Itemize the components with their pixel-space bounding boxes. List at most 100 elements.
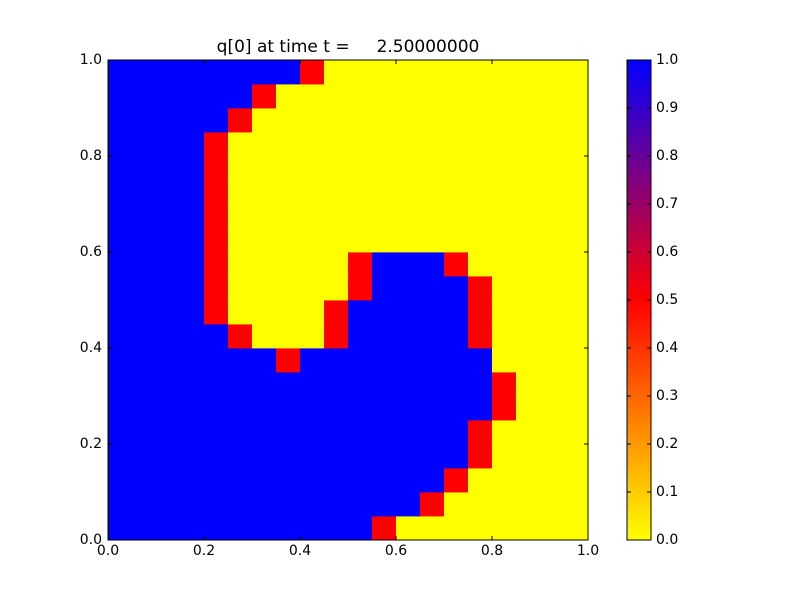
- cell: [132, 180, 157, 205]
- cell: [516, 252, 541, 277]
- cell: [324, 468, 349, 493]
- colorbar-tick-label: 0.6: [656, 244, 678, 260]
- cell: [348, 468, 373, 493]
- cell: [156, 444, 181, 469]
- cell: [444, 324, 469, 349]
- cell: [348, 444, 373, 469]
- cell: [276, 276, 301, 301]
- cell: [300, 516, 325, 541]
- cell: [396, 156, 421, 181]
- cell: [228, 420, 253, 445]
- cell: [564, 252, 589, 277]
- cell: [300, 348, 325, 373]
- cell: [324, 420, 349, 445]
- cell: [516, 396, 541, 421]
- colorbar-tick-label: 0.0: [656, 532, 678, 548]
- cell: [564, 108, 589, 133]
- chart-title: q[0] at time t = 2.50000000: [217, 37, 480, 57]
- cell: [276, 180, 301, 205]
- cell: [468, 468, 493, 493]
- cell: [444, 276, 469, 301]
- cell: [348, 108, 373, 133]
- cell: [276, 132, 301, 157]
- cell: [228, 180, 253, 205]
- cell: [228, 492, 253, 517]
- cell: [468, 492, 493, 517]
- cell: [180, 348, 205, 373]
- cell: [516, 444, 541, 469]
- cell: [324, 372, 349, 397]
- cell: [156, 420, 181, 445]
- cell: [396, 204, 421, 229]
- cell: [252, 300, 277, 325]
- cell: [324, 252, 349, 277]
- cell: [180, 156, 205, 181]
- cell: [228, 108, 253, 133]
- cell: [564, 204, 589, 229]
- cell: [324, 84, 349, 109]
- cell: [228, 132, 253, 157]
- cell: [468, 324, 493, 349]
- cell: [204, 348, 229, 373]
- x-tick-label: 0.0: [97, 543, 119, 559]
- cell: [540, 180, 565, 205]
- cell: [396, 84, 421, 109]
- cell: [516, 108, 541, 133]
- cell: [372, 348, 397, 373]
- cell: [444, 180, 469, 205]
- cell: [396, 468, 421, 493]
- cell: [540, 204, 565, 229]
- cell: [468, 300, 493, 325]
- cell: [228, 444, 253, 469]
- cell: [420, 108, 445, 133]
- cell: [276, 228, 301, 253]
- cell: [252, 444, 277, 469]
- cell: [372, 60, 397, 85]
- cell: [372, 492, 397, 517]
- cell: [468, 156, 493, 181]
- cell: [228, 228, 253, 253]
- cell: [396, 252, 421, 277]
- cell: [492, 372, 517, 397]
- cell: [204, 468, 229, 493]
- cell: [324, 108, 349, 133]
- cell: [564, 228, 589, 253]
- cell: [324, 228, 349, 253]
- cell: [108, 108, 133, 133]
- cell: [564, 516, 589, 541]
- cell: [372, 204, 397, 229]
- y-tick-label: 0.0: [80, 532, 102, 548]
- cell: [420, 324, 445, 349]
- cell: [516, 156, 541, 181]
- cell: [228, 204, 253, 229]
- cell: [396, 396, 421, 421]
- cell: [180, 228, 205, 253]
- cell: [204, 492, 229, 517]
- cell: [252, 324, 277, 349]
- cell: [156, 60, 181, 85]
- cell: [516, 60, 541, 85]
- cell: [540, 276, 565, 301]
- colorbar-tick-label: 0.3: [656, 388, 678, 404]
- cell: [372, 396, 397, 421]
- cell: [180, 60, 205, 85]
- cell: [228, 396, 253, 421]
- cell: [516, 372, 541, 397]
- cell: [252, 108, 277, 133]
- cell: [372, 420, 397, 445]
- cell: [564, 348, 589, 373]
- cell: [156, 84, 181, 109]
- cell: [540, 444, 565, 469]
- cell: [228, 372, 253, 397]
- cell: [132, 468, 157, 493]
- cell: [444, 228, 469, 253]
- cell: [516, 300, 541, 325]
- cell: [564, 420, 589, 445]
- cell: [180, 252, 205, 277]
- cell: [348, 372, 373, 397]
- cell: [348, 156, 373, 181]
- cell: [180, 84, 205, 109]
- cell: [204, 180, 229, 205]
- cell: [180, 372, 205, 397]
